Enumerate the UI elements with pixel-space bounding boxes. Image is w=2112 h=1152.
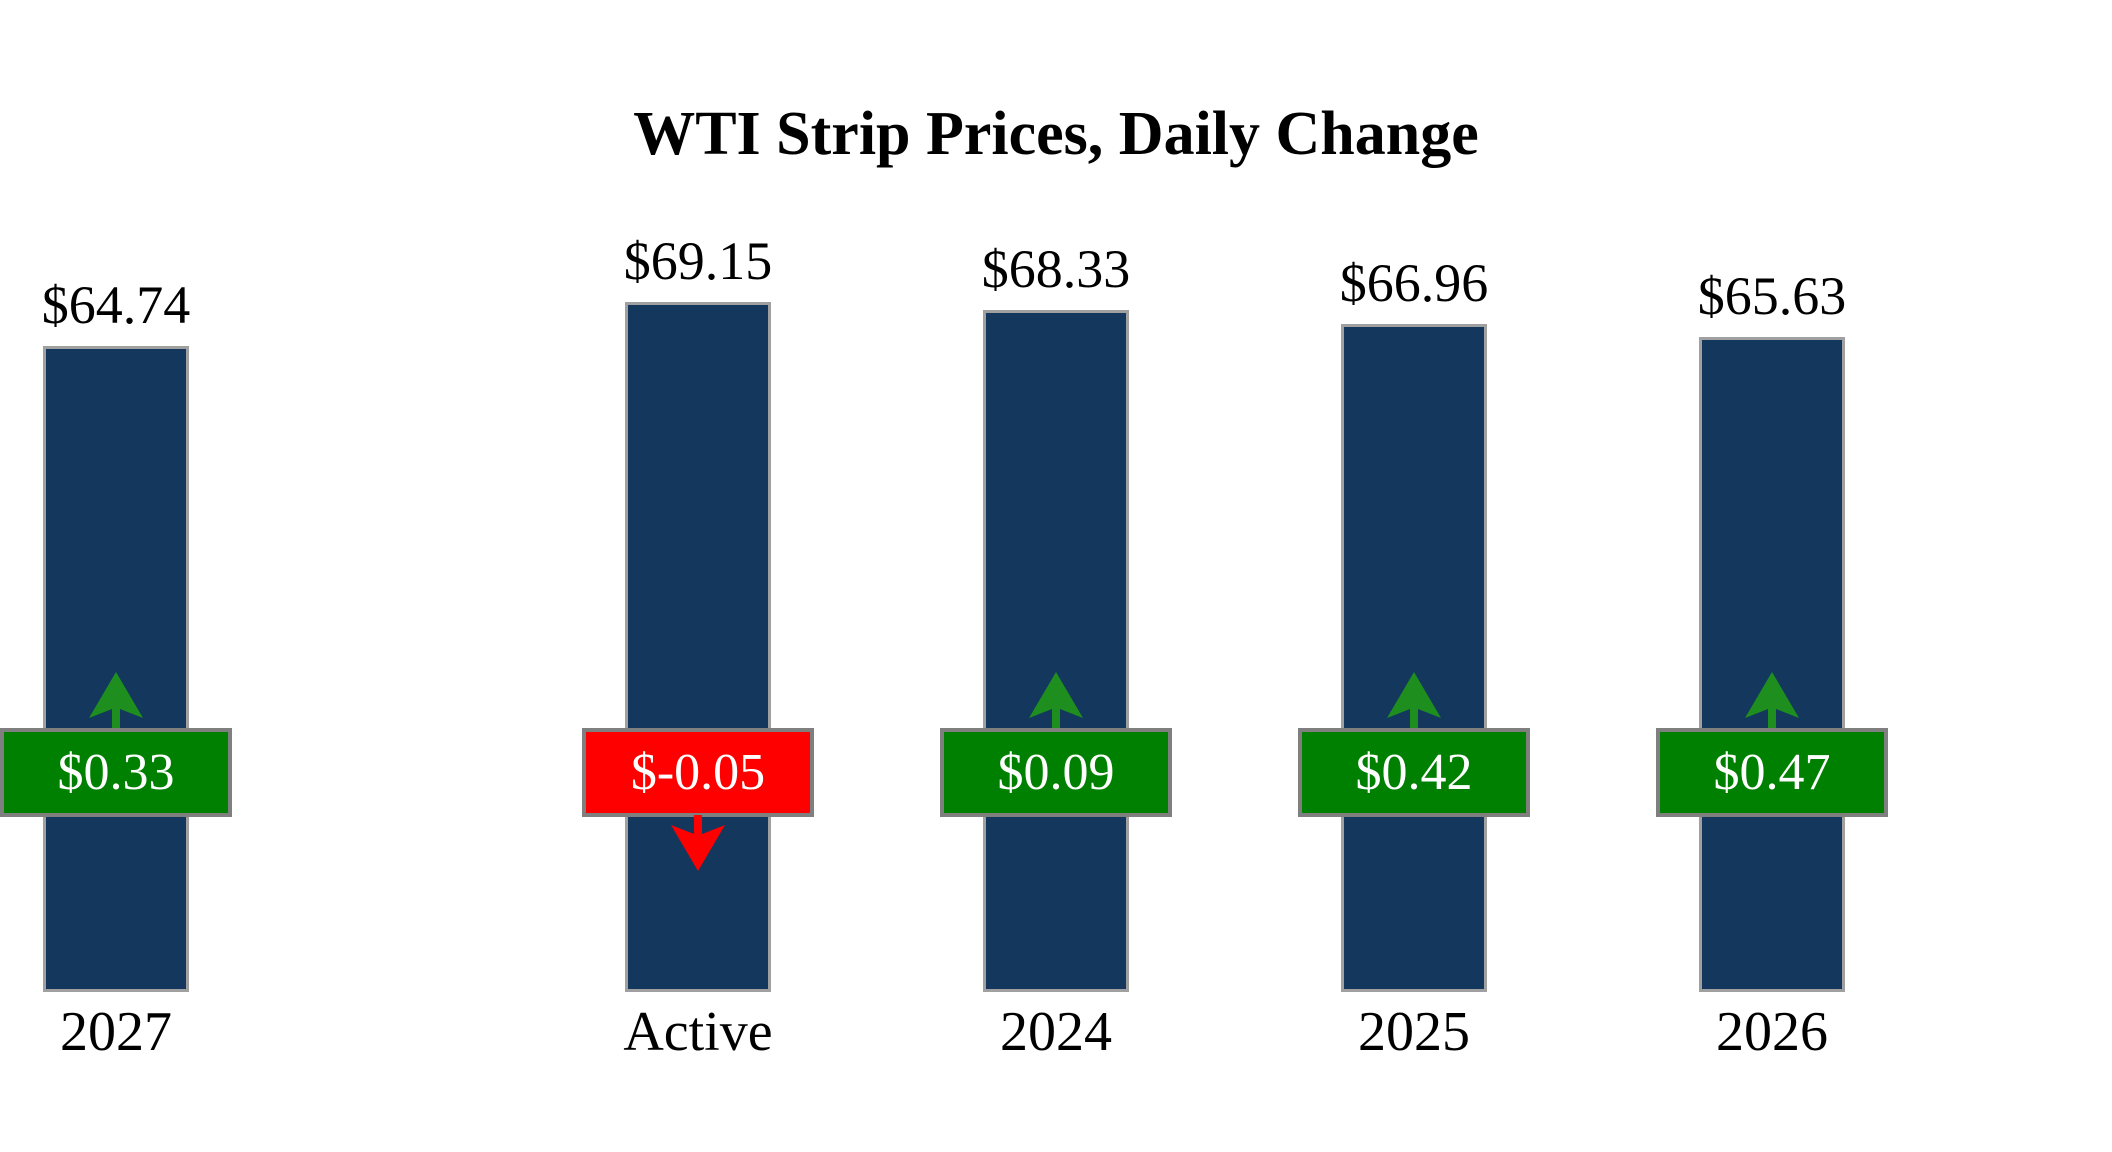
price-label: $64.74 [41,275,191,335]
price-label: $65.63 [1697,266,1847,326]
bar-column-2026: $65.63 $0.47 2026 [1656,0,1888,1152]
category-label: 2024 [1000,1001,1112,1063]
daily-change-badge: $0.47 [1656,728,1888,817]
price-label: $69.15 [623,231,773,291]
up-arrow-icon [1383,672,1445,728]
daily-change-value: $0.33 [57,743,175,801]
daily-change-value: $0.42 [1355,743,1473,801]
price-bar [625,302,771,992]
category-label: 2026 [1716,1001,1828,1063]
bar-column-active: $69.15 $-0.05 Active [582,0,814,1152]
up-arrow-icon [1741,672,1803,728]
daily-change-badge: $0.33 [0,728,232,817]
down-arrow-icon [667,815,729,871]
up-arrow-icon [85,672,147,728]
price-bar [1699,337,1845,992]
daily-change-value: $0.47 [1713,743,1831,801]
bar-column-2025: $66.96 $0.42 2025 [1298,0,1530,1152]
category-label: 2027 [60,1001,172,1063]
price-label: $66.96 [1339,253,1489,313]
daily-change-badge: $-0.05 [582,728,814,817]
daily-change-value: $-0.05 [630,743,766,801]
up-arrow-icon [1025,672,1087,728]
price-bar [983,310,1129,992]
bar-column-2024: $68.33 $0.09 2024 [940,0,1172,1152]
category-label: 2025 [1358,1001,1470,1063]
chart-title: WTI Strip Prices, Daily Change [633,100,1479,168]
price-label: $68.33 [981,239,1131,299]
daily-change-value: $0.09 [997,743,1115,801]
bar-column-2027: $64.74 $0.33 2027 [0,0,232,1152]
price-bar [43,346,189,992]
daily-change-badge: $0.42 [1298,728,1530,817]
category-label: Active [623,1001,773,1063]
price-bar [1341,324,1487,992]
daily-change-badge: $0.09 [940,728,1172,817]
